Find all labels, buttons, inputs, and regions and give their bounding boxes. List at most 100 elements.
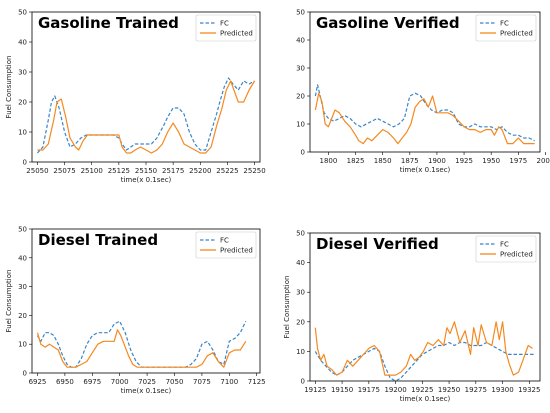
x-tick-label: 1875 (401, 157, 419, 165)
x-tick-label: 19325 (518, 386, 540, 394)
x-tick-label: 25100 (81, 167, 103, 175)
y-tick-label: 40 (18, 39, 27, 47)
y-tick-label: 0 (301, 378, 305, 386)
y-axis-label: Fuel Consumption (5, 270, 13, 333)
y-tick-label: 50 (296, 9, 305, 17)
chart-title: Gasoline Trained (38, 14, 179, 32)
x-tick-label: 25125 (108, 167, 130, 175)
series-group (314, 321, 535, 382)
series-group (36, 320, 247, 368)
x-tick-label: 1825 (347, 157, 365, 165)
series-line-predicted (37, 80, 256, 154)
x-tick-label: 7050 (166, 378, 184, 386)
x-tick-label: 7025 (138, 378, 156, 386)
y-axis-label: Fuel Consumption (283, 276, 291, 339)
x-tick-label: 25250 (243, 167, 265, 175)
plot-area-border (31, 228, 261, 374)
y-axis: 0 10 20 30 40 50 (296, 230, 310, 386)
series-line-fc (36, 320, 247, 368)
legend-label-predicted: Predicted (220, 30, 253, 38)
x-tick-label: 1800 (320, 157, 338, 165)
x-axis-label: time(x 0.1sec) (400, 166, 451, 174)
chart-diesel-verified: 19125 19150 19175 19200 19225 19250 19275 19300… (283, 230, 541, 404)
x-tick-label: 19250 (438, 386, 460, 394)
legend-label-fc: FC (220, 20, 229, 28)
y-tick-label: 50 (18, 226, 27, 234)
x-tick-label: 7100 (220, 378, 238, 386)
plot-area-border (309, 11, 541, 153)
x-tick-label: 25200 (189, 167, 211, 175)
x-tick-label: 19275 (465, 386, 487, 394)
x-tick-label: 7125 (248, 378, 266, 386)
x-tick-label: 6925 (29, 378, 47, 386)
x-tick-label: 25175 (162, 167, 184, 175)
plot-frame (31, 228, 261, 374)
y-tick-label: 20 (18, 99, 27, 107)
legend-box (195, 14, 257, 42)
y-tick-label: 10 (18, 341, 27, 349)
y-tick-label: 10 (18, 129, 27, 137)
x-tick-label: 19150 (331, 386, 353, 394)
y-tick-label: 10 (296, 121, 305, 129)
x-tick-label: 19125 (304, 386, 326, 394)
x-tick-label: 19200 (384, 386, 406, 394)
y-tick-label: 30 (296, 289, 305, 297)
plot-frame (309, 11, 541, 153)
legend-label-fc: FC (500, 20, 509, 28)
y-axis-label: Fuel Consumption (5, 56, 13, 119)
x-axis: 19125 19150 19175 19200 19225 19250 19275 19300… (304, 381, 540, 394)
chart-title: Diesel Trained (38, 231, 158, 249)
series-line-predicted (314, 92, 535, 145)
y-tick-label: 20 (18, 312, 27, 320)
series-group (36, 77, 256, 154)
x-axis: 25050 25075 25100 25125 25150 25175 25200 25225… (26, 162, 266, 175)
y-tick-label: 20 (296, 93, 305, 101)
legend-label-fc: FC (500, 241, 509, 249)
y-axis: 0 10 20 30 40 50 (18, 226, 32, 378)
x-tick-label: 7000 (111, 378, 129, 386)
legend: FC Predicted (475, 235, 537, 263)
y-tick-label: 30 (18, 283, 27, 291)
x-tick-label: 6950 (56, 378, 74, 386)
x-tick-label: 6975 (83, 378, 101, 386)
y-axis: 0 10 20 30 40 50 (296, 9, 310, 157)
y-tick-label: 0 (23, 370, 27, 378)
y-tick-label: 40 (18, 254, 27, 262)
chart-gasoline-trained: 25050 25075 25100 25125 25150 25175 25200 25225… (5, 9, 266, 185)
series-line-predicted (314, 321, 533, 376)
x-tick-label: 25050 (26, 167, 48, 175)
x-tick-label: 25075 (53, 167, 75, 175)
chart-panel-gasoline-trained: 25050 25075 25100 25125 25150 25175 25200 25225… (0, 0, 275, 200)
x-tick-label: 25225 (216, 167, 238, 175)
x-tick-label: 19225 (411, 386, 433, 394)
x-tick-label: 1950 (482, 157, 500, 165)
legend-label-fc: FC (220, 237, 229, 245)
y-axis: 0 10 20 30 40 50 (18, 9, 32, 167)
x-tick-label: 1900 (428, 157, 446, 165)
legend-label-predicted: Predicted (220, 247, 253, 255)
series-line-predicted (36, 329, 247, 368)
x-tick-label: 1925 (455, 157, 473, 165)
y-tick-label: 10 (296, 348, 305, 356)
series-line-fc (314, 84, 535, 142)
y-tick-label: 0 (23, 159, 27, 167)
y-tick-label: 20 (296, 318, 305, 326)
y-tick-label: 0 (301, 149, 305, 157)
chart-panel-diesel-trained: 6925 6950 6975 7000 7025 7050 7075 7100 7125 0 10 2… (0, 213, 275, 413)
legend: FC Predicted (195, 14, 257, 42)
plot-frame (309, 232, 541, 382)
x-tick-label: 25150 (135, 167, 157, 175)
y-tick-label: 30 (18, 69, 27, 77)
legend-box (475, 235, 537, 263)
series-group (314, 84, 535, 145)
plot-area-border (309, 232, 541, 382)
y-tick-label: 30 (296, 65, 305, 73)
x-axis-label: time(x 0.1sec) (400, 395, 451, 403)
chart-title: Diesel Verified (316, 235, 439, 253)
x-tick-label: 1975 (509, 157, 527, 165)
legend: FC Predicted (195, 231, 257, 259)
